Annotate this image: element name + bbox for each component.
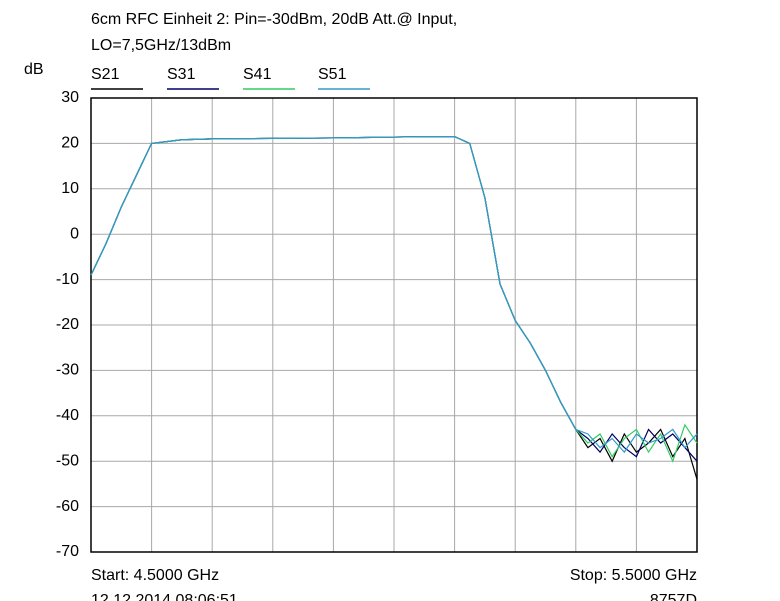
y-tick-label: -70 xyxy=(56,543,79,560)
y-tick-label: -50 xyxy=(56,452,79,469)
legend-label: S31 xyxy=(167,66,196,83)
y-tick-label: 10 xyxy=(61,180,79,197)
y-tick-label: -10 xyxy=(56,271,79,288)
stop-label: Stop: 5.5000 GHz xyxy=(570,567,697,584)
chart-title: 6cm RFC Einheit 2: Pin=-30dBm, 20dB Att.… xyxy=(91,11,457,28)
start-label: Start: 4.5000 GHz xyxy=(91,567,219,584)
y-tick-label: -60 xyxy=(56,498,79,515)
y-tick-label: 20 xyxy=(61,135,79,152)
plot-frame xyxy=(90,97,698,553)
y-axis-label: dB xyxy=(24,61,44,78)
footer-model: 8757D xyxy=(650,592,697,601)
y-tick-label: -30 xyxy=(56,362,79,379)
legend-label: S41 xyxy=(243,66,272,83)
footer-date: 12.12.2014 08:06:51 xyxy=(91,592,238,601)
y-tick-label: -40 xyxy=(56,407,79,424)
data-line xyxy=(90,135,698,454)
legend-label: S21 xyxy=(91,66,120,83)
y-tick-label: 0 xyxy=(70,225,79,242)
y-tick-label: 30 xyxy=(61,89,79,106)
legend-label: S51 xyxy=(318,66,347,83)
y-tick-label: -20 xyxy=(56,316,79,333)
chart-title: LO=7,5GHz/13dBm xyxy=(91,37,231,54)
